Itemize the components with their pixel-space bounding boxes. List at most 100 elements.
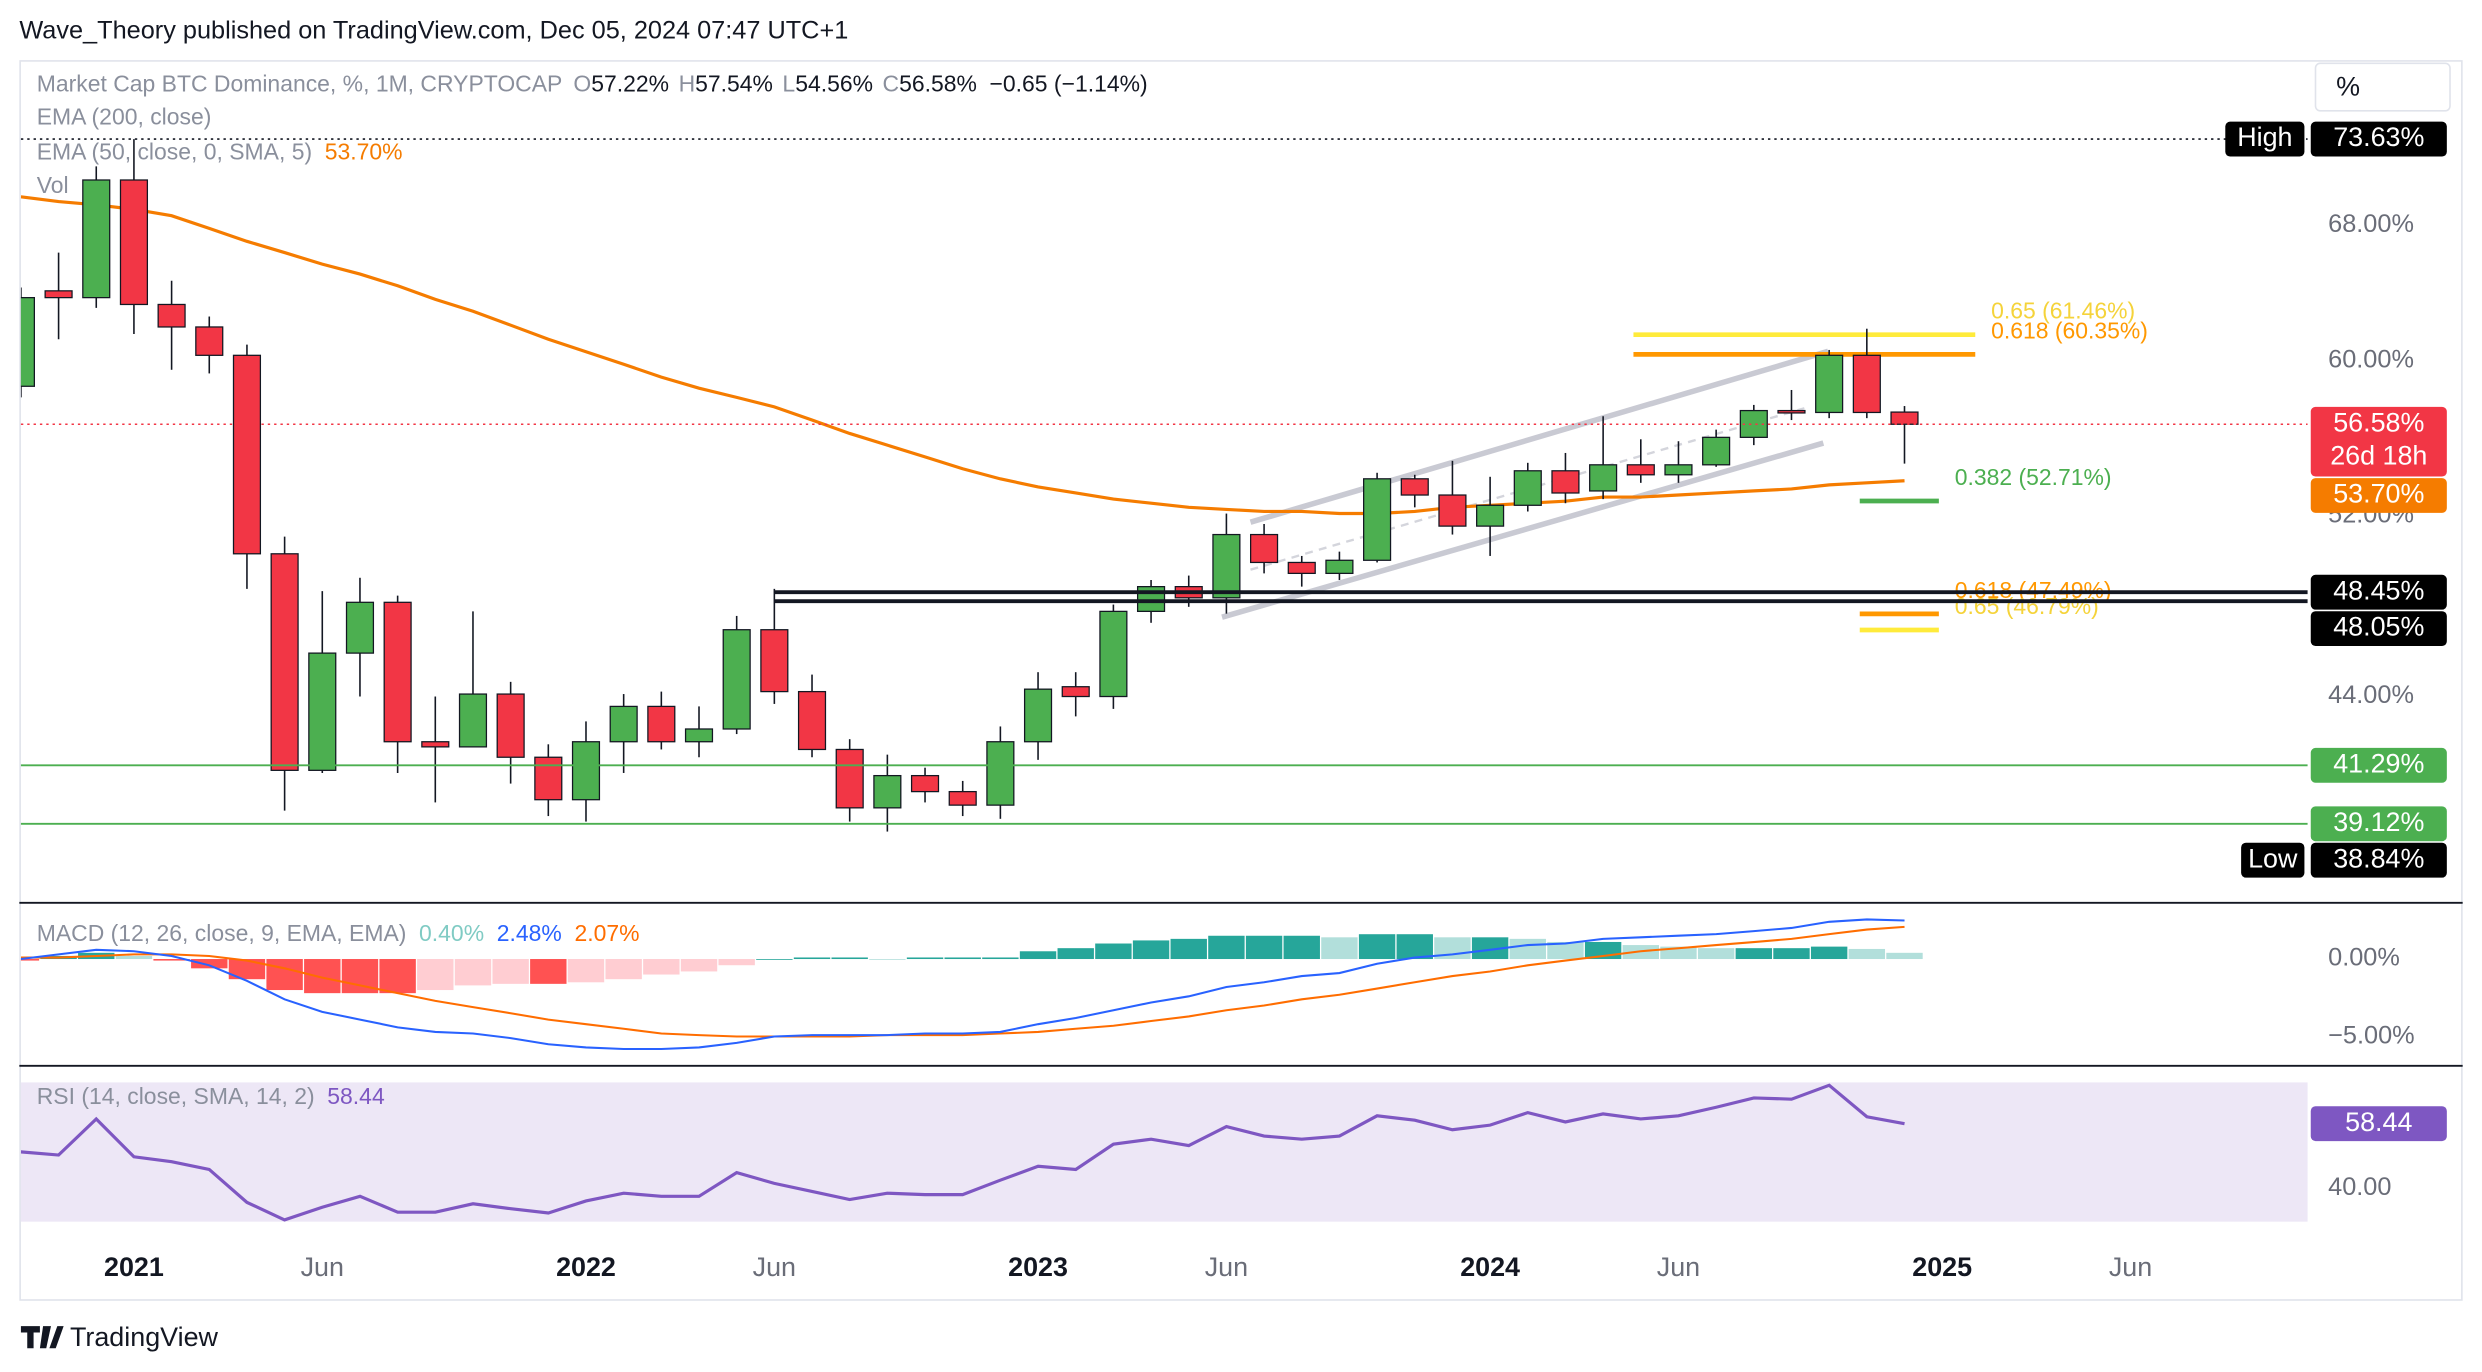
macd-histogram-bar	[1358, 934, 1396, 960]
fib-label: 0.382 (52.71%)	[1955, 464, 2112, 490]
chart-frame	[19, 60, 2463, 1301]
price-label: 53.70%	[2333, 479, 2424, 509]
y-tick-label: −5.00%	[2328, 1021, 2415, 1049]
y-tick-label: 60.00%	[2328, 345, 2414, 373]
price-label-box	[2310, 611, 2447, 647]
y-tick-label: 0.00%	[2328, 944, 2400, 972]
price-tag-box	[2241, 842, 2305, 878]
candle-body	[119, 179, 149, 306]
macd-histogram-bar	[1697, 948, 1735, 960]
price-label: 41.29%	[2333, 748, 2424, 778]
macd-histogram-bar	[1057, 948, 1094, 960]
macd-histogram-bar	[1019, 951, 1057, 960]
candle-body	[1249, 533, 1279, 564]
candle-body	[1664, 464, 1693, 476]
macd-histogram-bar	[379, 959, 416, 994]
candle-body	[647, 705, 676, 743]
candle-body	[496, 693, 525, 758]
x-tick-label: 2025	[1912, 1252, 1972, 1282]
candle-body	[1551, 470, 1580, 494]
symbol-legend: Market Cap BTC Dominance, %, 1M, CRYPTOC…	[37, 71, 1148, 97]
ohlc-key: L	[782, 71, 795, 97]
macd-histogram-bar	[643, 959, 680, 975]
macd-histogram-bar	[1471, 937, 1509, 960]
candle-body	[421, 741, 450, 748]
volume-legend: Vol	[37, 172, 69, 198]
macd-histogram-bar	[756, 959, 793, 960]
symbol: Market Cap BTC Dominance, %, 1M, CRYPTOC…	[37, 71, 563, 97]
macd-histogram-bar	[1396, 934, 1433, 960]
macd-histogram-bar	[530, 959, 567, 984]
fib-label: 0.618 (60.35%)	[1991, 317, 2148, 343]
price-label-box	[2310, 842, 2447, 878]
candle-body	[308, 652, 337, 771]
ema50-legend: EMA (50, close, 0, SMA, 5) 53.70%	[37, 139, 403, 165]
scale-button[interactable]	[2314, 62, 2451, 112]
candle-body	[609, 705, 638, 743]
candle-body	[1099, 610, 1128, 698]
price-label-box	[2310, 121, 2447, 157]
candle-body	[1777, 409, 1806, 414]
brand: TradingView	[70, 1322, 219, 1352]
fib-label: 0.65 (46.79%)	[1955, 593, 2099, 619]
candle-body	[948, 790, 977, 806]
candle-body	[82, 179, 111, 299]
macd-histogram-bar	[454, 959, 492, 986]
macd-histogram-bar	[1170, 938, 1207, 960]
price-tag-box	[2225, 121, 2305, 157]
candle-body	[722, 629, 751, 730]
candle-body	[1061, 686, 1090, 698]
ohlc-value: 54.56%	[795, 71, 873, 97]
candle-body	[157, 303, 186, 328]
candle-body	[195, 326, 224, 356]
macd-histogram-bar	[793, 957, 831, 960]
ema50-name: EMA (50, close, 0, SMA, 5)	[37, 139, 312, 165]
macd-histogram-bar	[1132, 940, 1170, 960]
macd-value: 2.48%	[497, 920, 562, 946]
macd-histogram-bar	[567, 959, 605, 983]
candle-body	[1852, 354, 1881, 414]
candle-body	[44, 290, 73, 299]
price-label-box	[2310, 574, 2447, 610]
macd-line	[20, 918, 1905, 1051]
histogram-value: 0.40%	[419, 920, 484, 946]
ohlc-value: 56.58%	[899, 71, 977, 97]
price-label: 38.84%	[2333, 843, 2424, 873]
candle-body	[1363, 478, 1392, 561]
x-tick-label: Jun	[753, 1252, 796, 1282]
macd-histogram-bar	[304, 959, 341, 994]
x-tick-label: 2022	[556, 1252, 616, 1282]
macd-histogram-bar	[680, 959, 718, 972]
macd-histogram-bar	[1773, 948, 1810, 960]
candle-body	[835, 748, 864, 809]
change: −0.65 (−1.14%)	[990, 71, 1148, 97]
rsi-value-box	[2310, 1106, 2447, 1142]
price-label-box	[2310, 747, 2447, 783]
channel-line	[1221, 440, 1825, 620]
x-tick-label: Jun	[2109, 1252, 2152, 1282]
x-tick-label: 2024	[1460, 1252, 1520, 1282]
candle-body	[1513, 470, 1542, 506]
signal-line	[20, 925, 1905, 1038]
macd-title: MACD (12, 26, close, 9, EMA, EMA)	[37, 920, 407, 946]
macd-histogram-bar	[1321, 937, 1358, 960]
candle-body	[1287, 561, 1316, 575]
macd-histogram-bar	[869, 959, 906, 960]
candle-body	[1212, 533, 1241, 599]
rsi-value-label: 58.44	[2345, 1107, 2412, 1137]
rsi-legend: RSI (14, close, SMA, 14, 2) 58.44	[37, 1083, 385, 1109]
candle-body	[797, 690, 827, 751]
channel-line	[1249, 348, 1829, 525]
macd-histogram-bar	[982, 957, 1019, 960]
candle-body	[20, 296, 36, 387]
macd-histogram-bar	[153, 959, 190, 961]
candle-body	[760, 629, 789, 693]
macd-histogram-bar	[115, 955, 153, 960]
macd-histogram-bar	[1095, 943, 1132, 960]
macd-histogram-bar	[417, 959, 454, 991]
scale-button-label[interactable]: %	[2336, 72, 2360, 102]
macd-histogram-bar	[906, 957, 944, 960]
ohlc-value: 57.54%	[695, 71, 773, 97]
macd-histogram-bar	[1735, 948, 1773, 960]
y-tick-label: 40.00	[2328, 1173, 2391, 1201]
